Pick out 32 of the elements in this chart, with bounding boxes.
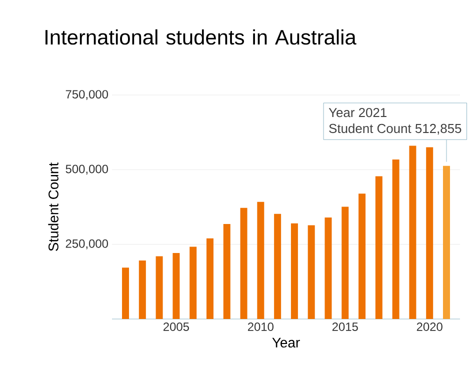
x-tick-label: 2020	[416, 322, 442, 331]
annotation: Year 2021	[328, 108, 386, 118]
bar	[342, 206, 349, 319]
bar	[172, 252, 180, 319]
bar	[426, 147, 434, 319]
bar	[223, 224, 230, 319]
y-axis-title: Student Count	[48, 162, 58, 251]
y-tick-label: 750,000	[66, 90, 108, 100]
bar	[138, 260, 146, 319]
y-tick-label: 250,000	[66, 239, 108, 250]
bar	[257, 202, 264, 319]
bar	[240, 208, 248, 319]
annotation: Student Count 512,855	[329, 124, 462, 135]
x-tick-label: 2015	[332, 322, 358, 331]
x-axis-title: Year	[272, 338, 300, 348]
chart-title: International students in Australia	[46, 29, 356, 45]
bar	[274, 214, 282, 319]
bar	[392, 160, 400, 319]
bar	[324, 217, 332, 319]
bar	[190, 246, 197, 319]
bar	[290, 223, 298, 319]
bar	[122, 268, 130, 319]
x-tick-label: 2010	[248, 322, 274, 331]
y-tick-label: 500,000	[66, 164, 108, 175]
bar	[358, 194, 366, 319]
bar	[409, 146, 416, 319]
bar	[308, 225, 315, 319]
bar	[375, 176, 382, 319]
x-tick-label: 2005	[163, 322, 189, 331]
bar	[442, 166, 450, 319]
bar	[206, 238, 214, 319]
bar	[156, 256, 163, 319]
